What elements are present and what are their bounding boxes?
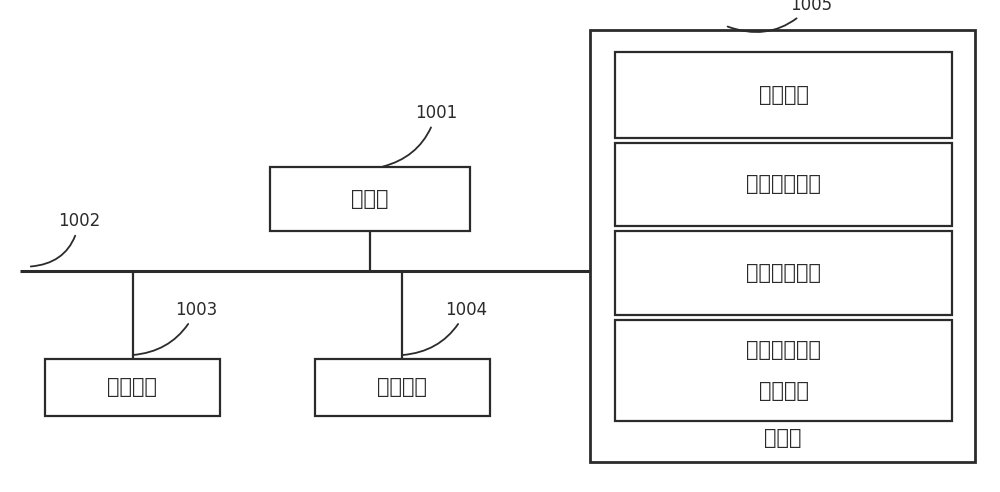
Text: 1005: 1005 <box>728 0 832 32</box>
Bar <box>315 359 490 416</box>
Text: 1003: 1003 <box>133 301 217 355</box>
Bar <box>615 231 952 315</box>
Bar <box>45 359 220 416</box>
Text: 存储器: 存储器 <box>764 428 801 448</box>
Text: 三维人脸模型: 三维人脸模型 <box>746 339 821 360</box>
Text: 操作系统: 操作系统 <box>759 85 808 105</box>
Text: 处理器: 处理器 <box>351 189 389 209</box>
Bar <box>615 320 952 421</box>
Text: 1001: 1001 <box>383 104 457 167</box>
Bar <box>615 52 952 138</box>
Text: 用户接口模块: 用户接口模块 <box>746 263 821 283</box>
Text: 网络接口: 网络接口 <box>377 377 427 398</box>
Bar <box>270 167 470 231</box>
Text: 网络通信模块: 网络通信模块 <box>746 175 821 194</box>
Text: 1002: 1002 <box>31 213 100 267</box>
Text: 1004: 1004 <box>403 301 487 355</box>
Bar <box>615 143 952 226</box>
Bar <box>590 30 975 462</box>
Text: 用户接口: 用户接口 <box>108 377 158 398</box>
Text: 生成程序: 生成程序 <box>759 381 808 401</box>
